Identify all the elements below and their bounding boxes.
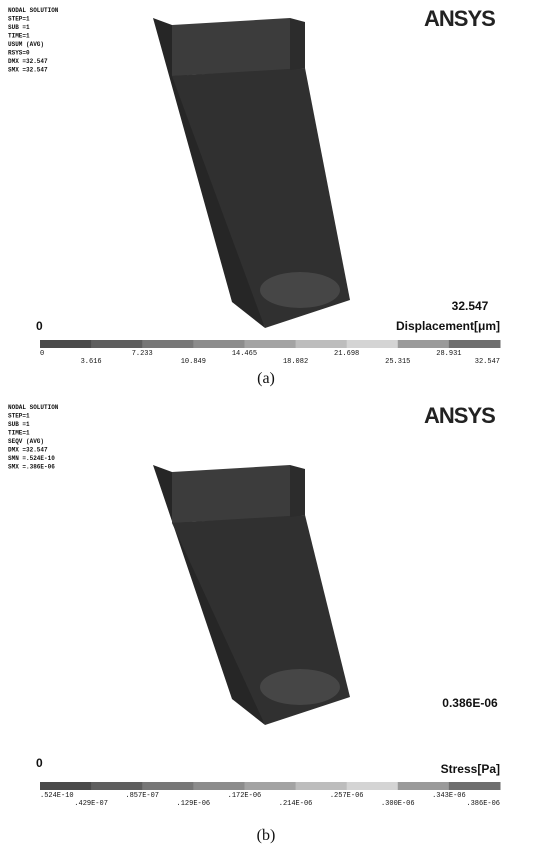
legend-tick: .129E-06 [177, 800, 211, 808]
legend-tick: .429E-07 [74, 800, 108, 808]
legend-tick: 28.931 [436, 350, 461, 358]
legend-swatch [91, 340, 143, 348]
legend-swatch [193, 782, 245, 790]
model-inner [172, 465, 290, 523]
info-line: SMX =32.547 [8, 67, 48, 74]
legend-tick: 10.849 [181, 358, 206, 366]
legend-swatch [40, 340, 92, 348]
legend-tick: 3.616 [81, 358, 102, 366]
max-label: 32.547 [452, 299, 489, 313]
figure: NODAL SOLUTIONSTEP=1SUB =1TIME=1USUM (AV… [0, 0, 533, 846]
legend-swatch [398, 340, 450, 348]
legend-tick: .857E-07 [125, 792, 159, 800]
model-inner [172, 18, 290, 76]
legend-tick: .343E-06 [432, 792, 466, 800]
legend-swatch [296, 782, 348, 790]
zero-label: 0 [36, 756, 43, 770]
info-line: DMX =32.547 [8, 58, 48, 65]
model-highlight [260, 669, 340, 705]
legend-swatch [347, 340, 399, 348]
model-highlight [260, 272, 340, 308]
legend-swatch [296, 340, 348, 348]
legend-swatch [244, 782, 296, 790]
legend-tick: 21.698 [334, 350, 359, 358]
legend-swatch [398, 782, 450, 790]
legend-tick: 7.233 [132, 350, 153, 358]
caption: (b) [257, 827, 276, 844]
legend-tick: .172E-06 [228, 792, 262, 800]
quantity-label: Displacement[μm] [396, 319, 500, 333]
info-line: SUB =1 [8, 24, 30, 31]
logo: ANSYS [424, 403, 495, 428]
legend-swatch [142, 340, 194, 348]
legend-tick: .524E-10 [40, 792, 74, 800]
info-line: RSYS=0 [8, 50, 30, 57]
legend-swatch [449, 340, 501, 348]
info-line: SUB =1 [8, 421, 30, 428]
legend-tick: 32.547 [475, 358, 500, 366]
legend-tick: 0 [40, 350, 44, 358]
legend-swatch [40, 782, 92, 790]
info-line: USUM (AVG) [8, 41, 44, 48]
legend-tick: .386E-06 [466, 800, 500, 808]
legend-swatch [244, 340, 296, 348]
info-line: TIME=1 [8, 33, 30, 40]
info-line: SEQV (AVG) [8, 438, 44, 445]
info-line: SMN =.524E-10 [8, 455, 55, 462]
info-line: DMX =32.547 [8, 447, 48, 454]
legend-swatch [142, 782, 194, 790]
legend-swatch [91, 782, 143, 790]
info-line: STEP=1 [8, 413, 30, 420]
max-label: 0.386E-06 [442, 696, 498, 710]
info-line: SMX =.386E-06 [8, 464, 55, 471]
legend-swatch [193, 340, 245, 348]
model-right-wall [290, 465, 305, 517]
legend-tick: 14.465 [232, 350, 257, 358]
info-line: NODAL SOLUTION [8, 7, 59, 14]
legend-swatch [347, 782, 399, 790]
legend-tick: .214E-06 [279, 800, 313, 808]
info-line: TIME=1 [8, 430, 30, 437]
caption: (a) [257, 370, 275, 387]
legend-tick: 25.315 [385, 358, 410, 366]
zero-label: 0 [36, 319, 43, 333]
legend-swatch [449, 782, 501, 790]
model-right-wall [290, 18, 305, 70]
legend-tick: 18.082 [283, 358, 308, 366]
info-line: STEP=1 [8, 16, 30, 23]
legend-tick: .300E-06 [381, 800, 415, 808]
logo: ANSYS [424, 6, 495, 31]
quantity-label: Stress[Pa] [441, 762, 500, 776]
legend-tick: .257E-06 [330, 792, 364, 800]
info-line: NODAL SOLUTION [8, 404, 59, 411]
